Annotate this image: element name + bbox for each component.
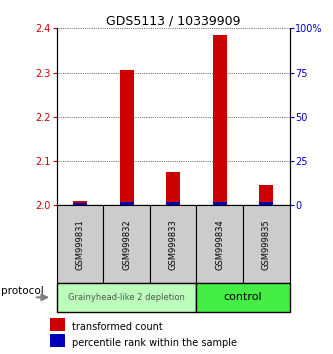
Bar [73,201,87,205]
Bar [50,334,65,347]
Bar [259,202,273,205]
Bar [103,205,150,283]
Bar [57,205,103,283]
Bar [120,70,134,205]
Bar [50,318,65,331]
Bar [57,283,196,312]
Bar [166,202,180,205]
Text: transformed count: transformed count [72,322,163,332]
Bar [150,205,196,283]
Text: GSM999834: GSM999834 [215,219,224,270]
Bar [196,205,243,283]
Text: protocol: protocol [1,286,44,296]
Title: GDS5113 / 10339909: GDS5113 / 10339909 [106,14,240,27]
Text: GSM999831: GSM999831 [75,219,85,270]
Text: percentile rank within the sample: percentile rank within the sample [72,338,237,348]
Bar [243,205,290,283]
Text: GSM999832: GSM999832 [122,219,131,270]
Bar [196,283,290,312]
Text: control: control [224,292,262,302]
Bar [259,185,273,205]
Bar [120,202,134,205]
Text: GSM999835: GSM999835 [262,219,271,270]
Bar [166,172,180,205]
Bar [73,203,87,205]
Bar [213,35,227,205]
Text: GSM999833: GSM999833 [168,219,178,270]
Bar [213,202,227,205]
Text: Grainyhead-like 2 depletion: Grainyhead-like 2 depletion [68,293,185,302]
